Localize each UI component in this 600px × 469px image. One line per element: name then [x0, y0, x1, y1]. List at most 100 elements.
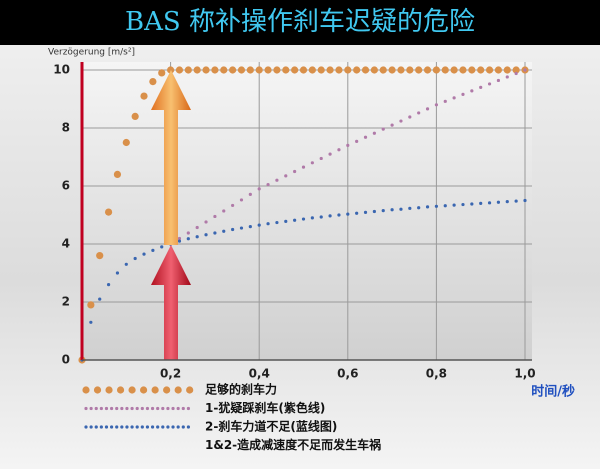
data-point — [487, 82, 492, 86]
data-point — [113, 170, 122, 178]
data-point — [177, 236, 182, 241]
data-point — [503, 66, 511, 74]
data-point — [370, 66, 378, 74]
data-point — [193, 66, 201, 74]
data-point — [408, 115, 412, 119]
data-point — [273, 66, 281, 74]
legend-swatch — [125, 406, 129, 411]
data-point — [505, 75, 509, 79]
data-point — [257, 223, 261, 227]
legend-swatch — [166, 425, 170, 429]
data-point — [213, 214, 217, 219]
legend-swatch — [166, 406, 170, 411]
data-point — [335, 66, 343, 74]
plot-area — [82, 62, 532, 360]
data-point — [470, 202, 474, 206]
data-point — [390, 123, 394, 127]
data-point — [399, 207, 403, 211]
data-point — [89, 320, 93, 324]
legend-swatch — [82, 386, 90, 394]
x-tick-label: 0,6 — [337, 367, 358, 381]
data-point — [239, 226, 244, 230]
data-point — [202, 66, 210, 74]
data-point — [425, 107, 430, 111]
legend-swatch — [130, 425, 134, 429]
x-axis-label: 时间/秒 — [531, 384, 575, 400]
data-point — [96, 252, 104, 260]
data-point — [255, 66, 263, 74]
data-point — [317, 66, 325, 74]
data-point — [275, 220, 279, 225]
data-point — [408, 206, 412, 210]
legend-swatch — [125, 425, 129, 429]
data-point — [213, 231, 217, 235]
data-point — [186, 231, 190, 235]
legend-swatch — [130, 406, 134, 411]
data-point — [87, 301, 95, 309]
legend-swatch — [104, 406, 109, 411]
data-point — [459, 66, 467, 74]
data-point — [231, 227, 235, 232]
data-point — [523, 198, 527, 203]
legend-swatch — [163, 386, 171, 394]
data-point — [423, 66, 432, 74]
red-arrow — [151, 245, 191, 360]
legend: 足够的刹车力 1-犹疑踩刹车(紫色线) 2-刹车力道不足(蓝线图) 1&2-造成减速度… — [82, 382, 381, 452]
data-point — [310, 216, 314, 220]
data-point — [184, 66, 192, 74]
data-point — [452, 96, 456, 100]
legend-swatch — [176, 425, 180, 429]
data-point — [284, 219, 288, 223]
data-point — [381, 127, 385, 131]
data-point — [239, 198, 244, 202]
data-point — [479, 85, 483, 89]
data-point — [346, 212, 350, 216]
header-bar — [0, 0, 600, 45]
legend-swatch — [145, 425, 150, 429]
data-point — [379, 66, 387, 74]
legend-swatch — [176, 406, 180, 411]
data-point — [142, 252, 146, 256]
legend-swatch — [105, 386, 113, 394]
legend-label: 2-刹车力道不足(蓝线图) — [205, 419, 337, 434]
data-point — [477, 66, 485, 74]
data-point — [310, 161, 314, 165]
data-point — [264, 66, 272, 74]
data-point — [222, 209, 226, 213]
data-point — [175, 66, 184, 74]
legend-swatch — [181, 425, 185, 429]
legend-swatch — [161, 425, 165, 429]
legend-note: 1&2-造成减速度不足而发生车祸 — [205, 437, 381, 452]
data-point — [496, 200, 501, 204]
data-point — [291, 66, 299, 74]
data-point — [204, 220, 208, 224]
data-point — [222, 229, 226, 233]
data-point — [195, 225, 199, 230]
data-point — [204, 233, 208, 237]
data-point — [220, 66, 228, 74]
x-tick-label: 0,8 — [426, 367, 447, 381]
data-point — [293, 169, 297, 174]
x-tick-label: 0,4 — [249, 367, 270, 381]
x-tick-label: 0,2 — [160, 367, 181, 381]
data-point — [443, 99, 447, 103]
marks — [78, 66, 529, 364]
data-point — [505, 200, 509, 204]
data-point — [231, 203, 235, 208]
data-point — [266, 222, 270, 226]
data-point — [397, 66, 405, 74]
data-point — [344, 66, 352, 74]
y-tick-label: 4 — [62, 237, 70, 251]
legend-swatch — [186, 425, 190, 429]
data-point — [248, 225, 252, 229]
legend-swatch — [181, 406, 185, 411]
data-point — [98, 297, 102, 301]
legend-swatch — [186, 406, 190, 411]
data-point — [461, 202, 465, 207]
data-point — [308, 66, 316, 74]
data-point — [319, 215, 323, 219]
data-point — [415, 66, 423, 74]
data-point — [388, 66, 396, 74]
data-point — [149, 78, 157, 86]
